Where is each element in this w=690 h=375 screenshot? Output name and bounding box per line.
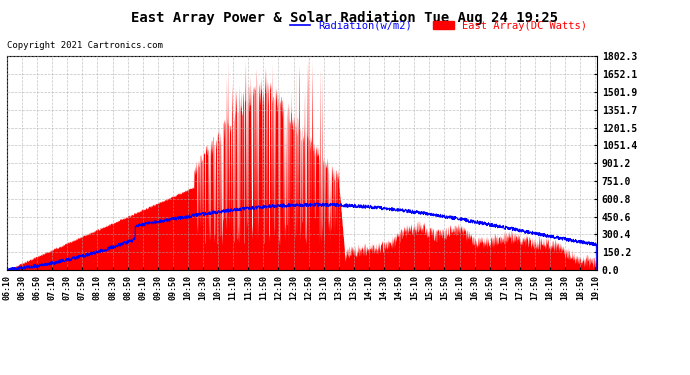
Text: East Array Power & Solar Radiation Tue Aug 24 19:25: East Array Power & Solar Radiation Tue A… (131, 11, 559, 26)
Legend: Radiation(w/m2), East Array(DC Watts): Radiation(w/m2), East Array(DC Watts) (286, 16, 591, 35)
Text: Copyright 2021 Cartronics.com: Copyright 2021 Cartronics.com (7, 41, 163, 50)
